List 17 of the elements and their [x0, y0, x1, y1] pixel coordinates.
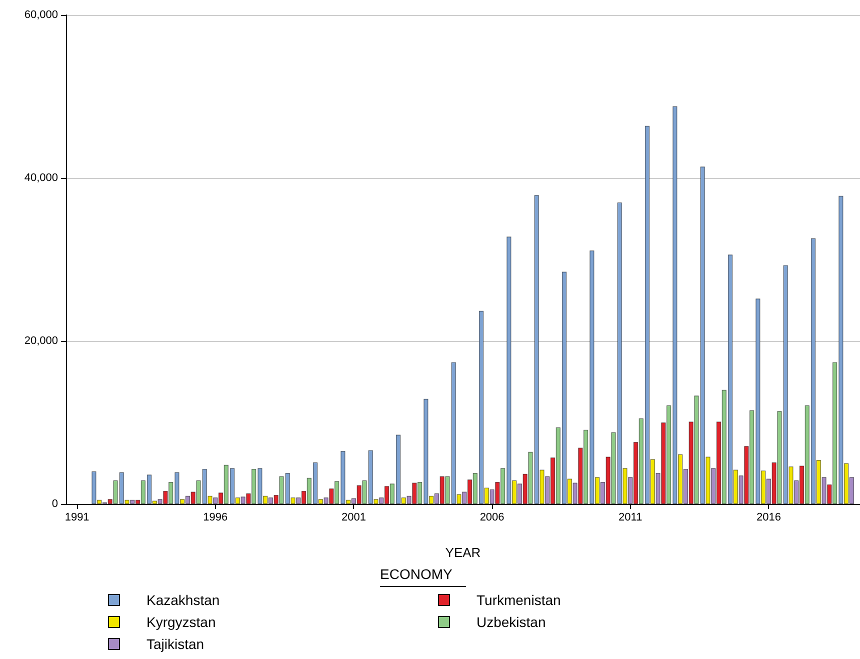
legend-label: Kazakhstan: [146, 592, 220, 608]
y-tick-label: 60,000: [24, 9, 58, 21]
legend-title: ECONOMY: [380, 566, 453, 582]
legend-label: Uzbekistan: [476, 614, 546, 630]
x-tick-label: 2001: [341, 512, 366, 524]
x-tick-label: 2011: [618, 512, 642, 524]
x-axis-title: YEAR: [445, 545, 481, 560]
y-tick-label: 20,000: [24, 335, 58, 347]
y-tick-label: 40,000: [24, 172, 58, 184]
legend-label: Tajikistan: [146, 636, 204, 652]
x-tick-label: 1996: [203, 512, 228, 524]
legend-label: Turkmenistan: [476, 592, 561, 608]
x-tick-label: 2016: [756, 512, 781, 524]
x-tick-label: 2006: [480, 512, 504, 524]
legend-label: Kyrgyzstan: [146, 614, 216, 630]
y-tick-label: 0: [52, 498, 58, 510]
x-tick-label: 1991: [64, 512, 90, 524]
